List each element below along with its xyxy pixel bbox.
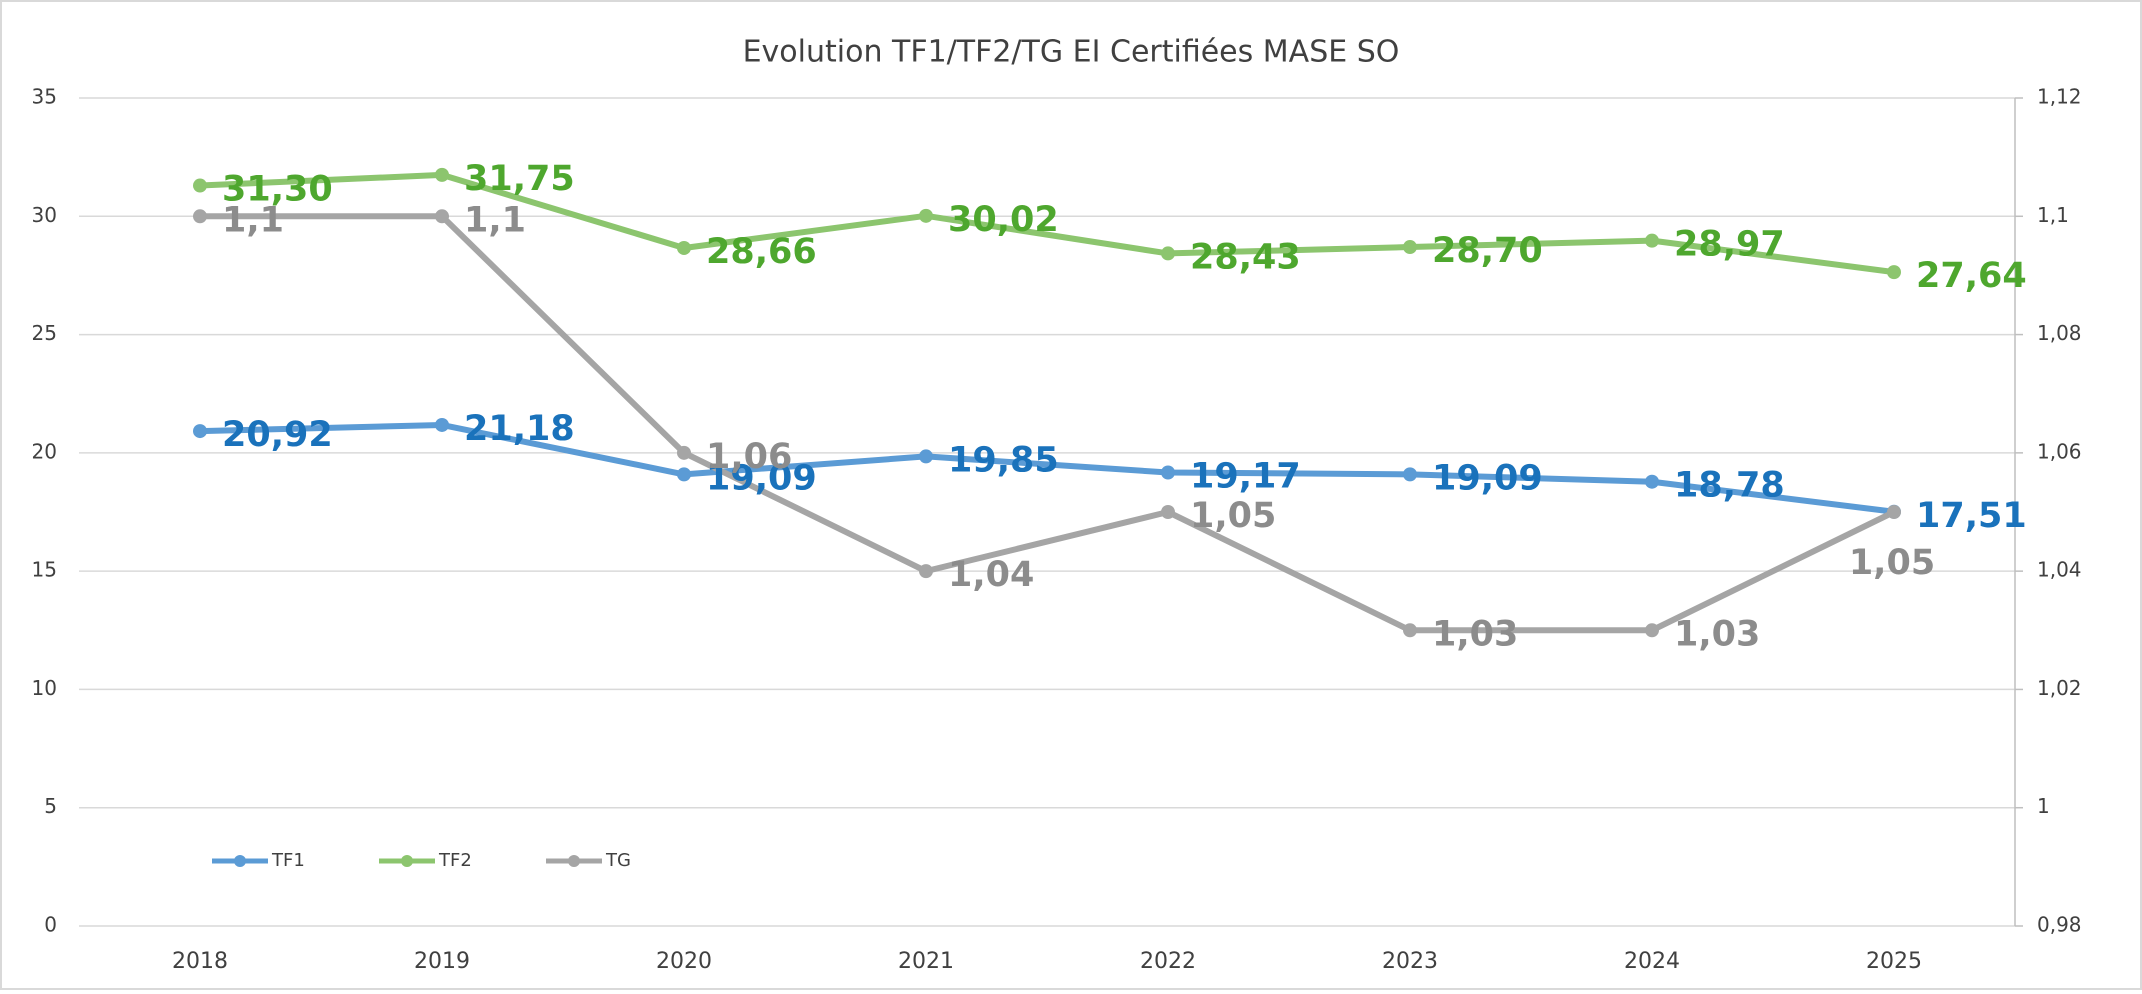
data-label: 1,03	[1674, 614, 1760, 654]
data-point	[919, 449, 933, 464]
data-point	[435, 209, 449, 224]
data-point	[1645, 233, 1659, 248]
x-tick-label: 2018	[172, 949, 228, 974]
data-label: 28,70	[1432, 231, 1543, 271]
series-line	[197, 171, 1897, 276]
x-tick-label: 2021	[898, 949, 954, 974]
legend-marker	[234, 855, 246, 867]
data-point	[919, 564, 933, 579]
data-label: 19,09	[1432, 458, 1543, 498]
x-tick-label: 2022	[1140, 949, 1196, 974]
data-point	[677, 445, 691, 460]
data-point	[1161, 505, 1175, 519]
data-label: 1,03	[1432, 614, 1518, 654]
data-label: 19,85	[948, 440, 1059, 480]
y2-tick-label: 0,98	[2037, 913, 2082, 937]
data-label: 30,02	[948, 200, 1059, 240]
data-point	[1403, 623, 1417, 638]
legend-marker	[401, 855, 413, 867]
chart-title: Evolution TF1/TF2/TG EI Certifiées MASE …	[743, 35, 1400, 70]
y-tick-label: 35	[32, 85, 57, 109]
data-label: 28,66	[706, 232, 817, 272]
data-point	[1403, 240, 1417, 255]
data-point	[1403, 467, 1417, 482]
data-label: 28,97	[1674, 225, 1785, 265]
data-point	[435, 417, 449, 432]
y2-tick-label: 1,1	[2037, 203, 2069, 227]
data-label: 17,51	[1916, 496, 2027, 536]
x-tick-label: 2020	[656, 949, 712, 974]
y-tick-label: 20	[32, 439, 57, 463]
data-point	[193, 178, 207, 193]
data-point	[1161, 465, 1175, 480]
data-label: 28,43	[1190, 237, 1301, 277]
y-tick-label: 25	[32, 321, 57, 345]
y2-tick-label: 1,02	[2037, 676, 2082, 700]
data-point	[1161, 246, 1175, 261]
data-label: 1,1	[222, 200, 284, 240]
data-label: 18,78	[1674, 466, 1785, 506]
data-label: 20,92	[222, 415, 333, 455]
data-point	[193, 424, 207, 439]
legend-marker	[568, 855, 580, 867]
series-line	[197, 421, 1897, 515]
y2-tick-label: 1	[2037, 794, 2050, 818]
x-tick-label: 2023	[1382, 949, 1438, 974]
y2-tick-label: 1,06	[2037, 439, 2082, 463]
legend-label: TF2	[438, 850, 472, 871]
x-tick-label: 2024	[1624, 949, 1680, 974]
data-label: 1,1	[464, 200, 526, 240]
data-point	[919, 208, 933, 223]
legend-label: TG	[605, 850, 631, 871]
data-label: 1,05	[1849, 543, 1935, 583]
legend-label: TF1	[271, 850, 305, 871]
data-point	[677, 467, 691, 482]
y-tick-label: 0	[44, 913, 57, 937]
data-label: 19,09	[706, 458, 817, 498]
data-point	[677, 240, 691, 255]
data-point	[435, 167, 449, 182]
y2-tick-label: 1,12	[2037, 85, 2082, 109]
data-point	[1887, 265, 1901, 280]
data-label: 1,04	[948, 555, 1034, 595]
data-label: 1,06	[706, 437, 792, 477]
x-tick-label: 2025	[1866, 949, 1922, 974]
data-point	[1887, 505, 1901, 519]
data-point	[1645, 623, 1659, 638]
y2-tick-label: 1,08	[2037, 321, 2082, 345]
y-tick-label: 10	[32, 676, 57, 700]
data-label: 1,05	[1190, 496, 1276, 536]
data-label: 27,64	[1916, 256, 2027, 296]
data-point	[193, 209, 207, 224]
y-tick-label: 5	[44, 794, 57, 818]
y2-tick-label: 1,04	[2037, 558, 2082, 582]
data-point	[1645, 474, 1659, 489]
x-tick-label: 2019	[414, 949, 470, 974]
data-label: 31,30	[222, 170, 333, 210]
y-tick-label: 30	[32, 203, 57, 227]
data-label: 31,75	[464, 159, 575, 199]
data-label: 19,17	[1190, 456, 1301, 496]
data-label: 21,18	[464, 409, 575, 449]
y-tick-label: 15	[32, 558, 57, 582]
series-line	[197, 213, 1897, 634]
